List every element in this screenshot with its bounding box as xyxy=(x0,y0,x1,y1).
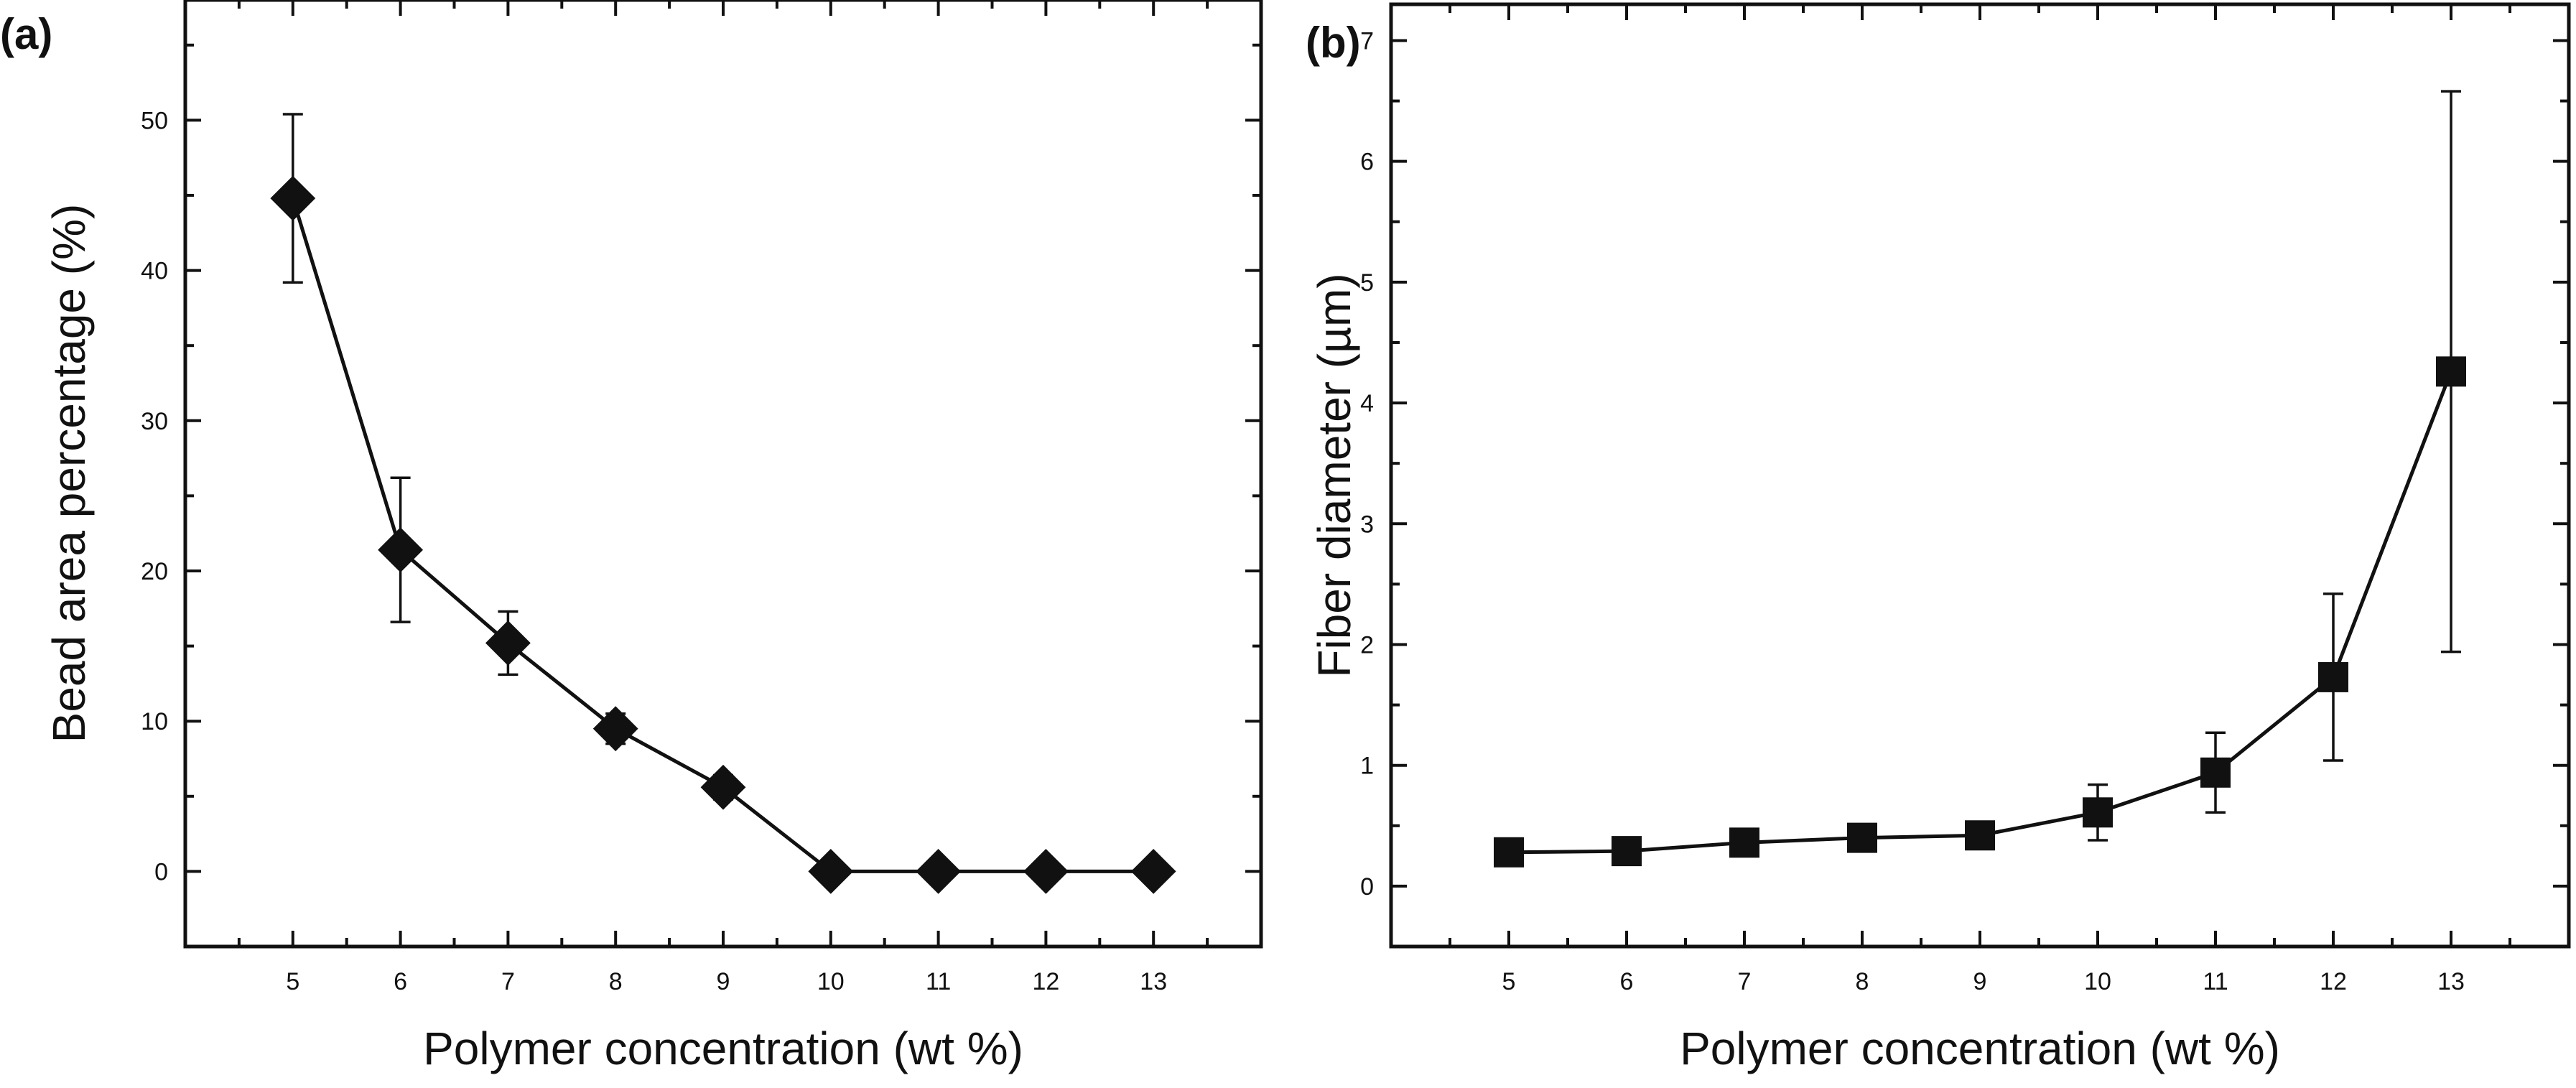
data-point xyxy=(270,175,316,221)
data-point xyxy=(1130,848,1176,894)
data-point xyxy=(1612,836,1642,867)
x-tick-label: 6 xyxy=(394,968,407,995)
data-point xyxy=(1494,837,1524,868)
y-tick-label: 3 xyxy=(1360,511,1374,538)
x-tick-label: 10 xyxy=(2084,968,2111,995)
y-tick-label: 40 xyxy=(141,258,168,285)
panel-b-x-axis-title: Polymer concentration (wt %) xyxy=(1680,1023,2280,1074)
y-tick-label: 4 xyxy=(1360,390,1374,417)
data-point xyxy=(1023,848,1069,894)
panel-a-x-ticks: 5 6 7 8 9 10 11 12 13 xyxy=(184,0,1263,995)
x-tick-label: 10 xyxy=(817,968,845,995)
data-point xyxy=(2436,356,2466,387)
x-tick-label: 7 xyxy=(501,968,515,995)
data-point xyxy=(2318,661,2348,692)
y-tick-label: 2 xyxy=(1360,631,1374,659)
data-point xyxy=(916,848,962,894)
panel-a-y-ticks: 0 10 20 30 40 50 xyxy=(141,43,1261,948)
panel-a-y-axis-title: Bead area percentage (%) xyxy=(43,204,95,743)
x-tick-label: 7 xyxy=(1738,968,1752,995)
y-tick-label: 7 xyxy=(1360,27,1374,55)
panel-b-y-ticks: 0 1 2 3 4 5 6 7 xyxy=(1360,27,2569,948)
y-tick-label: 0 xyxy=(154,858,168,885)
panel-b-plot-frame xyxy=(1389,2,2571,949)
x-tick-label: 12 xyxy=(2320,968,2347,995)
x-tick-label: 11 xyxy=(926,968,951,995)
x-tick-label: 6 xyxy=(1620,968,1634,995)
x-tick-label: 5 xyxy=(286,968,299,995)
y-tick-label: 50 xyxy=(141,107,168,134)
y-tick-label: 20 xyxy=(141,558,168,585)
y-tick-label: 1 xyxy=(1360,753,1374,780)
panel-b-y-axis-title: Fiber diameter (µm) xyxy=(1308,273,1360,677)
x-tick-label: 13 xyxy=(2437,968,2465,995)
panel-a-x-axis-title: Polymer concentration (wt %) xyxy=(423,1023,1023,1074)
x-tick-label: 5 xyxy=(1502,968,1516,995)
x-tick-label: 12 xyxy=(1032,968,1059,995)
data-point xyxy=(1965,820,1995,851)
panel-a: (a) 5 6 7 8 9 10 11 12 13 0 10 20 30 40 50 Polymer co… xyxy=(0,0,1263,1074)
panel-b-x-ticks: 5 6 7 8 9 10 11 12 13 xyxy=(1390,4,2570,995)
x-tick-label: 9 xyxy=(717,968,730,995)
data-point xyxy=(2083,797,2113,828)
x-tick-label: 11 xyxy=(2203,968,2228,995)
panel-b-label: (b) xyxy=(1306,19,1361,67)
x-tick-label: 8 xyxy=(1856,968,1869,995)
panel-a-label: (a) xyxy=(0,10,52,58)
y-tick-label: 10 xyxy=(141,708,168,735)
x-tick-label: 9 xyxy=(1973,968,1987,995)
x-tick-label: 13 xyxy=(1140,968,1167,995)
data-point xyxy=(485,620,531,666)
data-point xyxy=(592,706,638,752)
data-point xyxy=(808,848,854,894)
y-tick-label: 30 xyxy=(141,408,168,435)
data-point xyxy=(700,764,746,810)
data-point xyxy=(2200,757,2231,788)
y-tick-label: 6 xyxy=(1360,149,1374,176)
panel-a-series xyxy=(270,113,1176,894)
y-tick-label: 5 xyxy=(1360,269,1374,297)
x-tick-label: 8 xyxy=(609,968,623,995)
data-point xyxy=(1729,827,1759,858)
data-point xyxy=(1847,822,1877,853)
data-point xyxy=(378,527,424,573)
series-line xyxy=(1508,371,2453,855)
panel-b-series xyxy=(1494,90,2466,868)
y-tick-label: 0 xyxy=(1360,873,1374,901)
